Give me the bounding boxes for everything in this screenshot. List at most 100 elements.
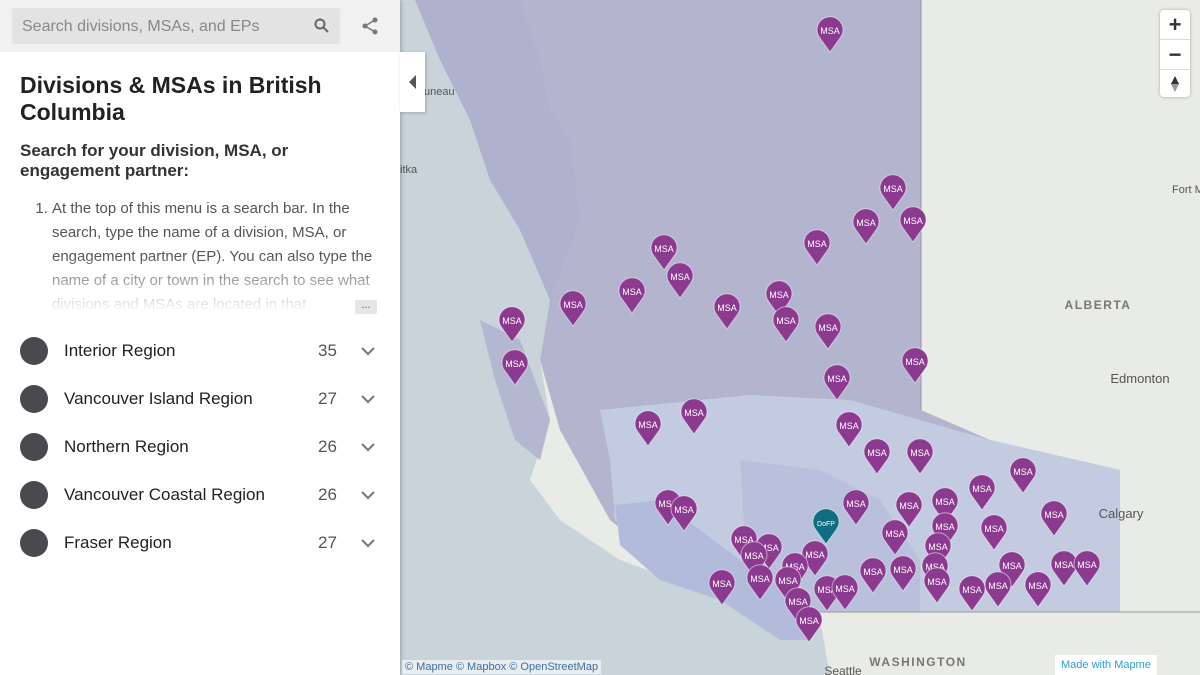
marker-label: MSA	[807, 239, 827, 249]
marker[interactable]: MSA	[803, 229, 831, 266]
marker-pin	[901, 347, 929, 384]
marker[interactable]: MSA	[998, 551, 1026, 588]
marker-label: MSA	[670, 272, 690, 282]
marker-pin	[1024, 571, 1052, 608]
marker-label: MSA	[867, 448, 887, 458]
marker[interactable]: MSA	[931, 512, 959, 549]
marker[interactable]: MSA	[666, 262, 694, 299]
place-label: Calgary	[1099, 506, 1144, 521]
marker[interactable]: MSA	[559, 290, 587, 327]
search-icon[interactable]	[314, 18, 330, 34]
marker-pin	[852, 208, 880, 245]
zoom-in[interactable]: +	[1160, 10, 1190, 40]
instructions: At the top of this menu is a search bar.…	[20, 197, 380, 313]
more-button[interactable]: ...	[355, 300, 377, 314]
marker[interactable]: MSA	[765, 280, 793, 317]
marker-label: MSA	[654, 244, 674, 254]
place-label: uneau	[424, 86, 455, 98]
marker[interactable]: MSA	[713, 293, 741, 330]
marker[interactable]: MSA	[968, 474, 996, 511]
marker-label: MSA	[935, 522, 955, 532]
marker[interactable]: MSA	[670, 495, 698, 532]
attribution: © Mapme © Mapbox © OpenStreetMap	[402, 660, 602, 674]
zoom-out[interactable]: −	[1160, 40, 1190, 70]
region-row[interactable]: Northern Region 26	[0, 423, 400, 471]
share-icon[interactable]	[361, 17, 379, 35]
marker-label: MSA	[910, 448, 930, 458]
marker-pin	[1073, 550, 1101, 587]
marker[interactable]: MSA	[899, 206, 927, 243]
region-row[interactable]: Interior Region 35	[0, 327, 400, 375]
marker[interactable]: MSA	[859, 557, 887, 594]
marker[interactable]: MSA	[740, 541, 768, 578]
instruction: At the top of this menu is a search bar.…	[52, 197, 380, 313]
region-row[interactable]: Vancouver Coastal Region 26	[0, 471, 400, 519]
marker[interactable]: MSA	[924, 532, 952, 569]
marker[interactable]: MSA	[746, 564, 774, 601]
marker-label: MSA	[505, 359, 525, 369]
marker-label: MSA	[899, 501, 919, 511]
region-row[interactable]: Vancouver Island Region 27	[0, 375, 400, 423]
marker-pin	[831, 574, 859, 611]
region-dot	[20, 385, 48, 413]
zoom-control: + −	[1160, 10, 1190, 97]
marker[interactable]: MSA	[852, 208, 880, 245]
compass[interactable]	[1160, 70, 1190, 98]
place-label: WASHINGTON	[869, 655, 966, 669]
marker-pin	[879, 174, 907, 211]
marker-label: MSA	[734, 535, 754, 545]
marker[interactable]: MSA	[823, 364, 851, 401]
map[interactable]: uneau itka Fort M ALBERTA Edmonton Calgary WAS…	[400, 0, 1200, 675]
marker[interactable]: MSA	[879, 174, 907, 211]
marker[interactable]: MSA	[1009, 457, 1037, 494]
marker[interactable]: MSA	[889, 555, 917, 592]
region-row[interactable]: Fraser Region 27	[0, 519, 400, 567]
marker[interactable]: DoFP	[812, 508, 840, 545]
marker-label: MSA	[1054, 560, 1074, 570]
marker[interactable]: MSA	[831, 574, 859, 611]
marker-pin	[666, 262, 694, 299]
marker[interactable]: MSA	[814, 313, 842, 350]
marker-label: MSA	[935, 497, 955, 507]
marker[interactable]: MSA	[923, 567, 951, 604]
marker[interactable]: MSA	[816, 16, 844, 53]
marker[interactable]: MSA	[501, 349, 529, 386]
search-box[interactable]: Search divisions, MSAs, and EPs	[12, 8, 340, 44]
marker[interactable]: MSA	[980, 514, 1008, 551]
region-count: 27	[318, 389, 337, 408]
marker-pin	[899, 206, 927, 243]
marker[interactable]: MSA	[784, 587, 812, 624]
marker[interactable]: MSA	[1040, 500, 1068, 537]
marker-pin	[670, 495, 698, 532]
marker[interactable]: MSA	[1073, 550, 1101, 587]
marker[interactable]: MSA	[680, 398, 708, 435]
marker[interactable]: MSA	[650, 234, 678, 271]
marker[interactable]: MSA	[835, 411, 863, 448]
marker[interactable]: MSA	[931, 487, 959, 524]
marker[interactable]: MSA	[842, 489, 870, 526]
marker[interactable]: MSA	[901, 347, 929, 384]
marker-label: MSA	[885, 529, 905, 539]
marker[interactable]: MSA	[634, 410, 662, 447]
marker[interactable]: MSA	[863, 438, 891, 475]
marker[interactable]: MSA	[498, 306, 526, 343]
panel-toggle[interactable]	[400, 52, 425, 112]
marker[interactable]: MSA	[881, 519, 909, 556]
top-bar: Search divisions, MSAs, and EPs	[0, 0, 400, 52]
marker-pin	[746, 564, 774, 601]
marker-label: MSA	[818, 323, 838, 333]
marker[interactable]: MSA	[772, 306, 800, 343]
marker[interactable]: MSA	[795, 606, 823, 643]
marker-pin	[708, 569, 736, 606]
marker[interactable]: MSA	[895, 491, 923, 528]
marker[interactable]: MSA	[906, 438, 934, 475]
marker[interactable]: MSA	[774, 566, 802, 603]
marker[interactable]: MSA	[958, 575, 986, 612]
made-with[interactable]: Made with Mapme	[1055, 655, 1157, 675]
marker-label: MSA	[563, 300, 583, 310]
marker[interactable]: MSA	[708, 569, 736, 606]
marker[interactable]: MSA	[1024, 571, 1052, 608]
marker[interactable]: MSA	[618, 277, 646, 314]
chevron-path	[361, 491, 375, 500]
